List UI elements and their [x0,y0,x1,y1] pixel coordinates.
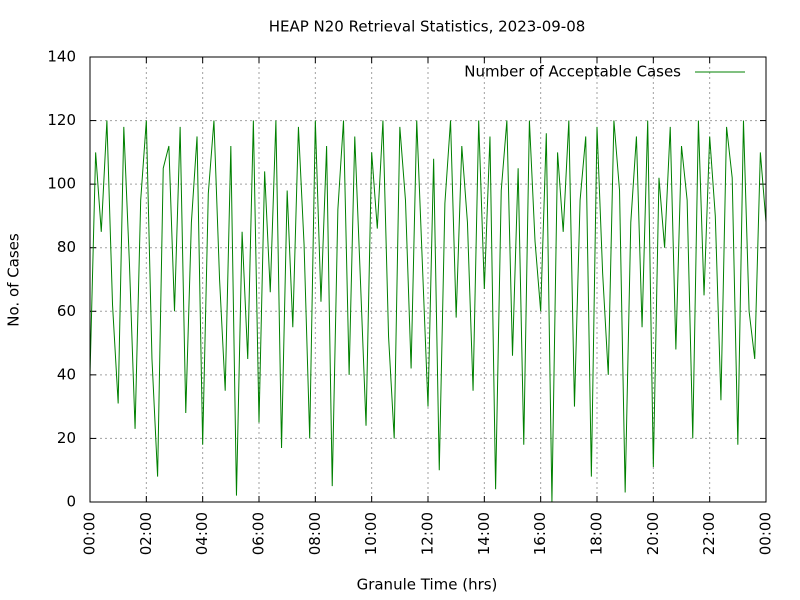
y-tick-label: 40 [57,365,76,383]
x-tick-label: 08:00 [306,512,324,555]
y-axis-label: No. of Cases [5,233,23,327]
legend-label: Number of Acceptable Cases [464,63,681,81]
x-tick-label: 16:00 [531,512,549,555]
y-tick-label: 60 [57,302,76,320]
x-tick-label: 18:00 [588,512,606,555]
x-tick-label: 00:00 [757,512,775,555]
y-tick-label: 120 [47,111,76,129]
y-tick-label: 20 [57,429,76,447]
data-line [89,120,767,503]
x-tick-label: 14:00 [475,512,493,555]
x-tick-label: 10:00 [362,512,380,555]
x-tick-label: 12:00 [419,512,437,555]
x-axis-label: Granule Time (hrs) [357,576,498,594]
x-tick-label: 04:00 [193,512,211,555]
y-tick-label: 0 [66,493,76,511]
x-tick-label: 22:00 [700,512,718,555]
chart-title: HEAP N20 Retrieval Statistics, 2023-09-0… [269,18,586,36]
y-tick-label: 140 [47,48,76,66]
x-tick-label: 06:00 [250,512,268,555]
x-tick-label: 02:00 [137,512,155,555]
y-tick-label: 80 [57,238,76,256]
x-tick-label: 00:00 [81,512,99,555]
y-tick-label: 100 [47,175,76,193]
plot-frame [89,56,767,503]
x-tick-label: 20:00 [644,512,662,555]
